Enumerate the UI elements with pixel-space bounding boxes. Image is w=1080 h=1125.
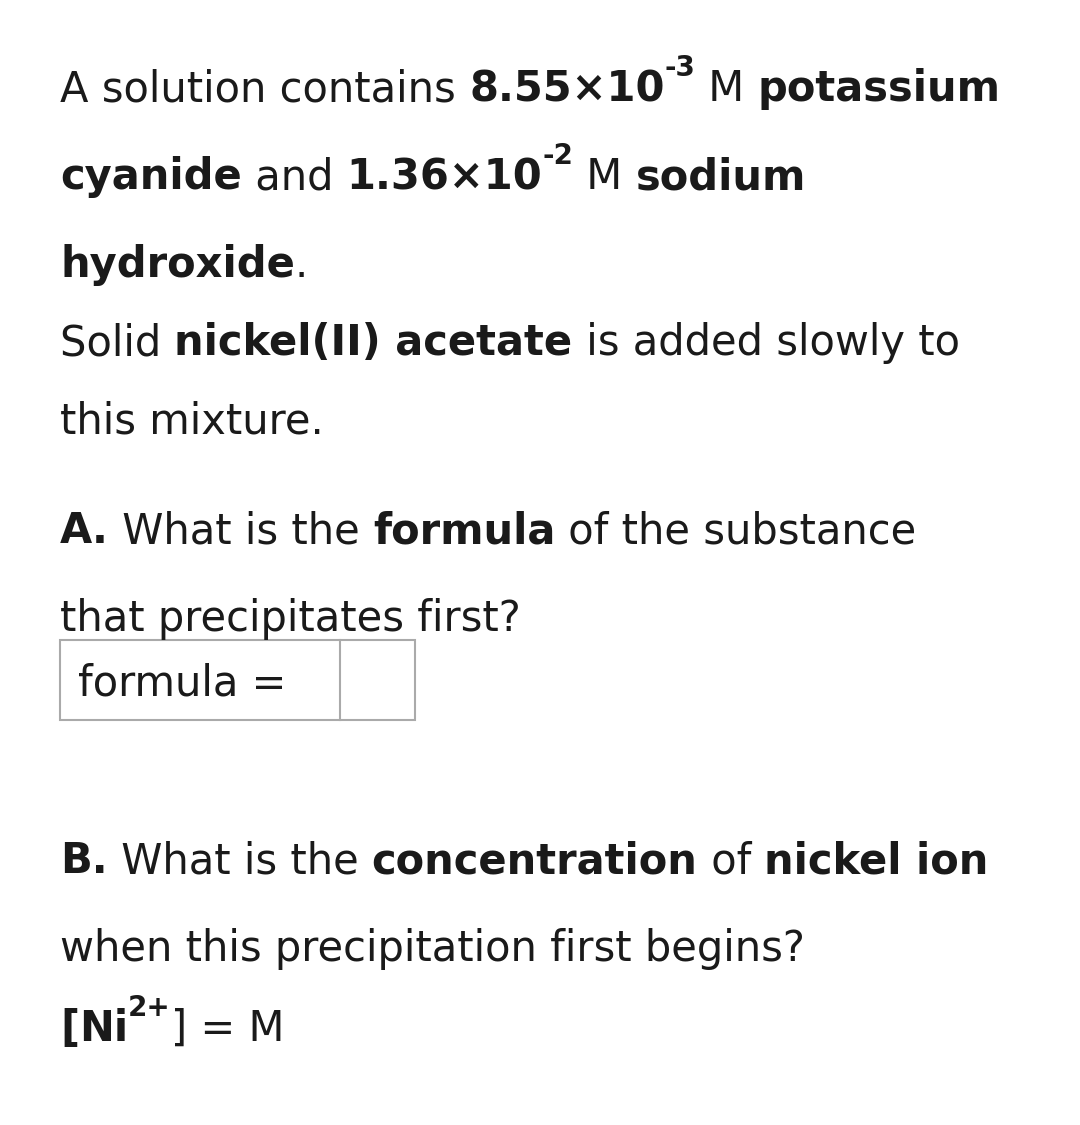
Text: What is the: What is the — [109, 510, 373, 552]
Text: B.: B. — [60, 840, 108, 882]
Text: nickel(II) acetate: nickel(II) acetate — [175, 322, 572, 365]
Text: of the substance: of the substance — [555, 510, 917, 552]
Text: ] = M: ] = M — [171, 1008, 284, 1050]
Text: sodium: sodium — [636, 156, 806, 198]
Text: -3: -3 — [664, 54, 696, 82]
Text: [: [ — [60, 1008, 79, 1050]
Text: What is the: What is the — [108, 840, 372, 882]
Text: 2+: 2+ — [129, 994, 171, 1022]
Text: when this precipitation first begins?: when this precipitation first begins? — [60, 928, 805, 970]
Text: formula =: formula = — [78, 662, 299, 704]
Text: formula: formula — [373, 510, 555, 552]
Text: M: M — [696, 68, 758, 110]
Text: 1.36×10: 1.36×10 — [347, 156, 542, 198]
Text: that precipitates first?: that precipitates first? — [60, 598, 521, 640]
Text: hydroxide: hydroxide — [60, 244, 295, 286]
Text: of: of — [698, 840, 765, 882]
Text: M: M — [573, 156, 636, 198]
Text: .: . — [295, 244, 308, 286]
Text: and: and — [242, 156, 347, 198]
Text: A.: A. — [60, 510, 109, 552]
Bar — [60, 640, 415, 720]
Text: A solution contains: A solution contains — [60, 68, 469, 110]
Text: potassium: potassium — [758, 68, 1001, 110]
Text: Ni: Ni — [79, 1008, 129, 1050]
Text: is added slowly to: is added slowly to — [572, 322, 960, 365]
Text: 8.55×10: 8.55×10 — [469, 68, 664, 110]
Text: nickel ion: nickel ion — [765, 840, 988, 882]
Text: cyanide: cyanide — [60, 156, 242, 198]
Text: concentration: concentration — [372, 840, 698, 882]
Text: Solid: Solid — [60, 322, 175, 365]
Text: -2: -2 — [542, 142, 573, 170]
Text: this mixture.: this mixture. — [60, 400, 324, 442]
